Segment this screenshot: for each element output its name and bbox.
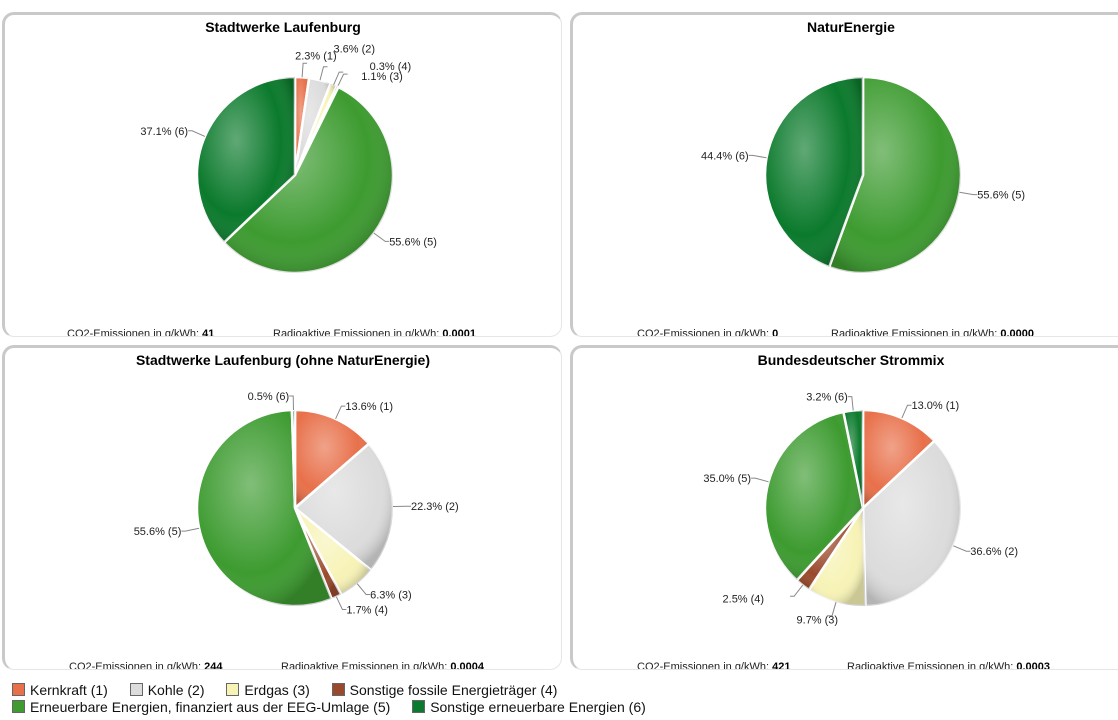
pie-chart[interactable]: 13.0% (1) 36.6% (2) 9.7% (3) 2.5% (4) 35.0% … [573, 348, 1118, 670]
leader-line [748, 154, 767, 159]
pie-chart[interactable]: 13.6% (1) 22.3% (2) 6.3% (3) 1.7% (4) 55.6% … [5, 348, 562, 670]
co2-emissions: CO2-Emissionen in g/kWh: 0 [637, 328, 779, 337]
legend-label: Erdgas (3) [244, 682, 310, 698]
legend-row: Kernkraft (1) Kohle (2) Erdgas (3) Sonst… [12, 682, 664, 699]
co2-emissions: CO2-Emissionen in g/kWh: 421 [637, 661, 791, 670]
leader-line [373, 232, 390, 242]
slice-data-label: 0.3% (4) [370, 61, 412, 73]
slice-data-label: 13.0% (1) [912, 400, 960, 412]
chart-panel-naturenergie: NaturEnergie 55.6% (5) 44.4% (6) CO2-Emis… [570, 12, 1118, 337]
co2-emissions: CO2-Emissionen in g/kWh: 244 [69, 661, 223, 670]
legend-swatch [129, 683, 143, 696]
leader-line [335, 596, 347, 610]
leader-line [751, 477, 769, 483]
legend-label: Sonstige erneuerbare Energien (6) [430, 699, 646, 715]
leader-line [289, 395, 294, 411]
leader-line [356, 583, 371, 595]
slice-data-label: 55.6% (5) [977, 190, 1025, 202]
leader-line [901, 404, 912, 419]
legend-item-kohle[interactable]: Kohle (2) [129, 682, 205, 699]
legend-swatch [12, 700, 25, 713]
slice-data-label: 13.6% (1) [345, 401, 393, 413]
chart-title: NaturEnergie [807, 19, 895, 35]
leader-line [828, 602, 837, 617]
slice-data-label: 1.7% (4) [346, 605, 388, 617]
radioactive-emissions: Radioaktive Emissionen in g/kWh: 0.0004 [281, 661, 485, 670]
slice-data-label: 2.3% (1) [295, 50, 337, 62]
leader-line [333, 71, 344, 86]
leader-line [188, 130, 206, 137]
leader-line [181, 527, 200, 532]
pie-chart[interactable]: 55.6% (5) 44.4% (6) [573, 15, 1118, 337]
legend-item-eeg-erneuerbare[interactable]: Erneuerbare Energien, finanziert aus der… [12, 699, 390, 716]
legend-item-kernkraft[interactable]: Kernkraft (1) [12, 682, 108, 699]
slice-data-label: 44.4% (6) [701, 150, 749, 162]
leader-line [847, 396, 854, 411]
chart-panel-stadtwerke-ohne-naturenergie: Stadtwerke Laufenburg (ohne NaturEnergie… [2, 345, 562, 670]
radioactive-emissions: Radioaktive Emissionen in g/kWh: 0.0000 [831, 328, 1035, 337]
legend-swatch [12, 683, 25, 696]
leader-line [335, 405, 346, 420]
legend-swatch [331, 683, 345, 696]
chart-title: Stadtwerke Laufenburg [205, 19, 361, 35]
legend-item-sonstige-fossile[interactable]: Sonstige fossile Energieträger (4) [331, 682, 558, 699]
leader-line [319, 66, 328, 81]
legend-label: Kernkraft (1) [30, 682, 108, 698]
slice-data-label: 6.3% (3) [370, 590, 412, 602]
legend-label: Erneuerbare Energien, finanziert aus der… [30, 699, 391, 715]
leader-line [301, 62, 308, 78]
legend-swatch [412, 700, 426, 713]
pie-chart[interactable]: 2.3% (1)3.6% (2) 1.1% (3)0.3% (4) 55.6% (5… [5, 15, 562, 337]
legend-item-erdgas[interactable]: Erdgas (3) [226, 682, 310, 699]
leader-line [790, 584, 804, 597]
legend-row: Erneuerbare Energien, finanziert aus der… [12, 699, 664, 716]
radioactive-emissions: Radioaktive Emissionen in g/kWh: 0.0003 [847, 661, 1051, 670]
legend: Kernkraft (1) Kohle (2) Erdgas (3) Sonst… [12, 682, 664, 716]
legend-item-sonstige-erneuerbare[interactable]: Sonstige erneuerbare Energien (6) [412, 699, 646, 716]
slice-data-label: 55.6% (5) [134, 526, 182, 538]
co2-emissions: CO2-Emissionen in g/kWh: 41 [67, 328, 215, 337]
slice-data-label: 3.6% (2) [334, 44, 376, 56]
chart-panel-bundesdeutscher-strommix: Bundesdeutscher Strommix 13.0% (1) 36.6% … [570, 345, 1118, 670]
slice-data-label: 37.1% (6) [140, 126, 188, 138]
slice-data-label: 9.7% (3) [797, 615, 839, 627]
slice-data-label: 35.0% (5) [703, 473, 751, 485]
leader-line [953, 545, 971, 552]
slice-data-label: 22.3% (2) [411, 501, 459, 513]
legend-swatch [226, 683, 240, 696]
chart-title: Stadtwerke Laufenburg (ohne NaturEnergie… [135, 352, 431, 368]
slice-data-label: 3.2% (6) [806, 392, 848, 404]
slice-data-label: 2.5% (4) [723, 593, 765, 605]
radioactive-emissions: Radioaktive Emissionen in g/kWh: 0.0001 [273, 328, 477, 337]
slice-data-label: 36.6% (2) [970, 546, 1018, 558]
leader-line [959, 191, 978, 196]
slice-data-label: 0.5% (6) [248, 391, 290, 403]
legend-label: Sonstige fossile Energieträger (4) [349, 682, 558, 698]
chart-title: Bundesdeutscher Strommix [757, 352, 945, 368]
chart-panel-stadtwerke-laufenburg: Stadtwerke Laufenburg 2.3% (1) 3.6% (2) 1.… [2, 12, 562, 337]
slice-data-label: 1.1% (3) [361, 71, 403, 83]
leader-line [337, 73, 348, 87]
legend-label: Kohle (2) [147, 682, 205, 698]
slice-data-label: 55.6% (5) [389, 236, 437, 248]
